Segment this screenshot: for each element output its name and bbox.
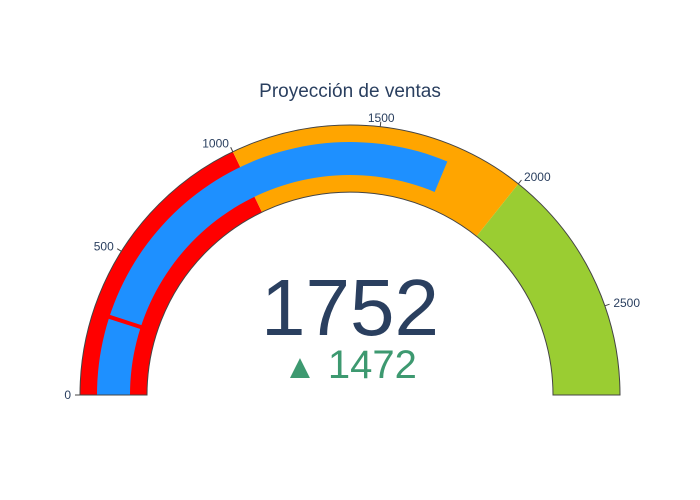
delta-up-icon: ▲ bbox=[283, 348, 317, 386]
gauge-ticks: 0 500 1000 1500 2000 2500 bbox=[64, 111, 640, 402]
gauge-tick-label: 2500 bbox=[613, 296, 640, 310]
gauge-bar-layer bbox=[97, 142, 448, 395]
gauge-tick-label: 500 bbox=[94, 240, 114, 254]
gauge-outline bbox=[79, 124, 621, 396]
gauge-tick-1 bbox=[116, 248, 122, 252]
chart-title: Proyección de ventas bbox=[259, 81, 441, 102]
gauge-border bbox=[79, 124, 621, 396]
gauge-tick-5 bbox=[604, 303, 610, 307]
gauge-threshold-layer bbox=[100, 312, 150, 332]
gauge-step-2 bbox=[476, 183, 620, 395]
gauge-threshold-line bbox=[100, 312, 150, 332]
gauge-value-bar bbox=[97, 142, 448, 395]
gauge-tick-label: 2000 bbox=[524, 170, 551, 184]
gauge-tick-4 bbox=[517, 179, 522, 185]
gauge-tick-label: 1000 bbox=[202, 137, 229, 151]
gauge-tick-2 bbox=[230, 147, 234, 152]
gauge-tick-label: 0 bbox=[64, 388, 71, 402]
gauge-delta: ▲ 1472 bbox=[283, 343, 417, 387]
gauge-tick-3 bbox=[379, 121, 382, 127]
delta-value: 1472 bbox=[328, 343, 417, 387]
gauge-tick-label: 1500 bbox=[368, 111, 395, 125]
gauge-value: 1752 bbox=[261, 263, 439, 352]
